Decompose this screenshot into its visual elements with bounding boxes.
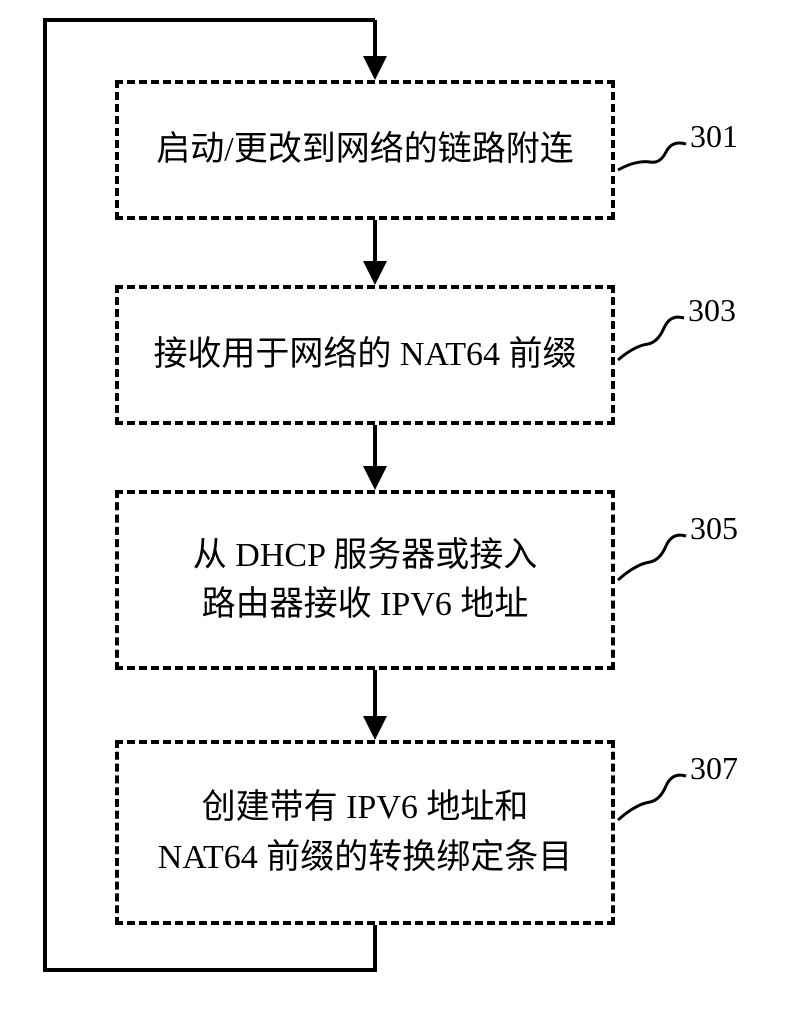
flow-node-1: 启动/更改到网络的链路附连 [115,80,615,220]
flow-node-2: 接收用于网络的 NAT64 前缀 [115,285,615,425]
flow-node-4-text: 创建带有 IPV6 地址和 NAT64 前缀的转换绑定条目 [158,783,573,882]
flow-node-3: 从 DHCP 服务器或接入 路由器接收 IPV6 地址 [115,490,615,670]
flow-node-1-label: 301 [690,118,738,155]
flow-node-3-text: 从 DHCP 服务器或接入 路由器接收 IPV6 地址 [193,531,537,630]
flow-node-2-text: 接收用于网络的 NAT64 前缀 [153,330,576,379]
flow-node-4-label: 307 [690,750,738,787]
flow-node-4: 创建带有 IPV6 地址和 NAT64 前缀的转换绑定条目 [115,740,615,925]
flow-node-2-label: 303 [688,292,736,329]
flowchart-container: 启动/更改到网络的链路附连 301 接收用于网络的 NAT64 前缀 303 从… [0,0,800,1017]
flow-node-1-text: 启动/更改到网络的链路附连 [156,125,573,174]
flow-node-3-label: 305 [690,510,738,547]
